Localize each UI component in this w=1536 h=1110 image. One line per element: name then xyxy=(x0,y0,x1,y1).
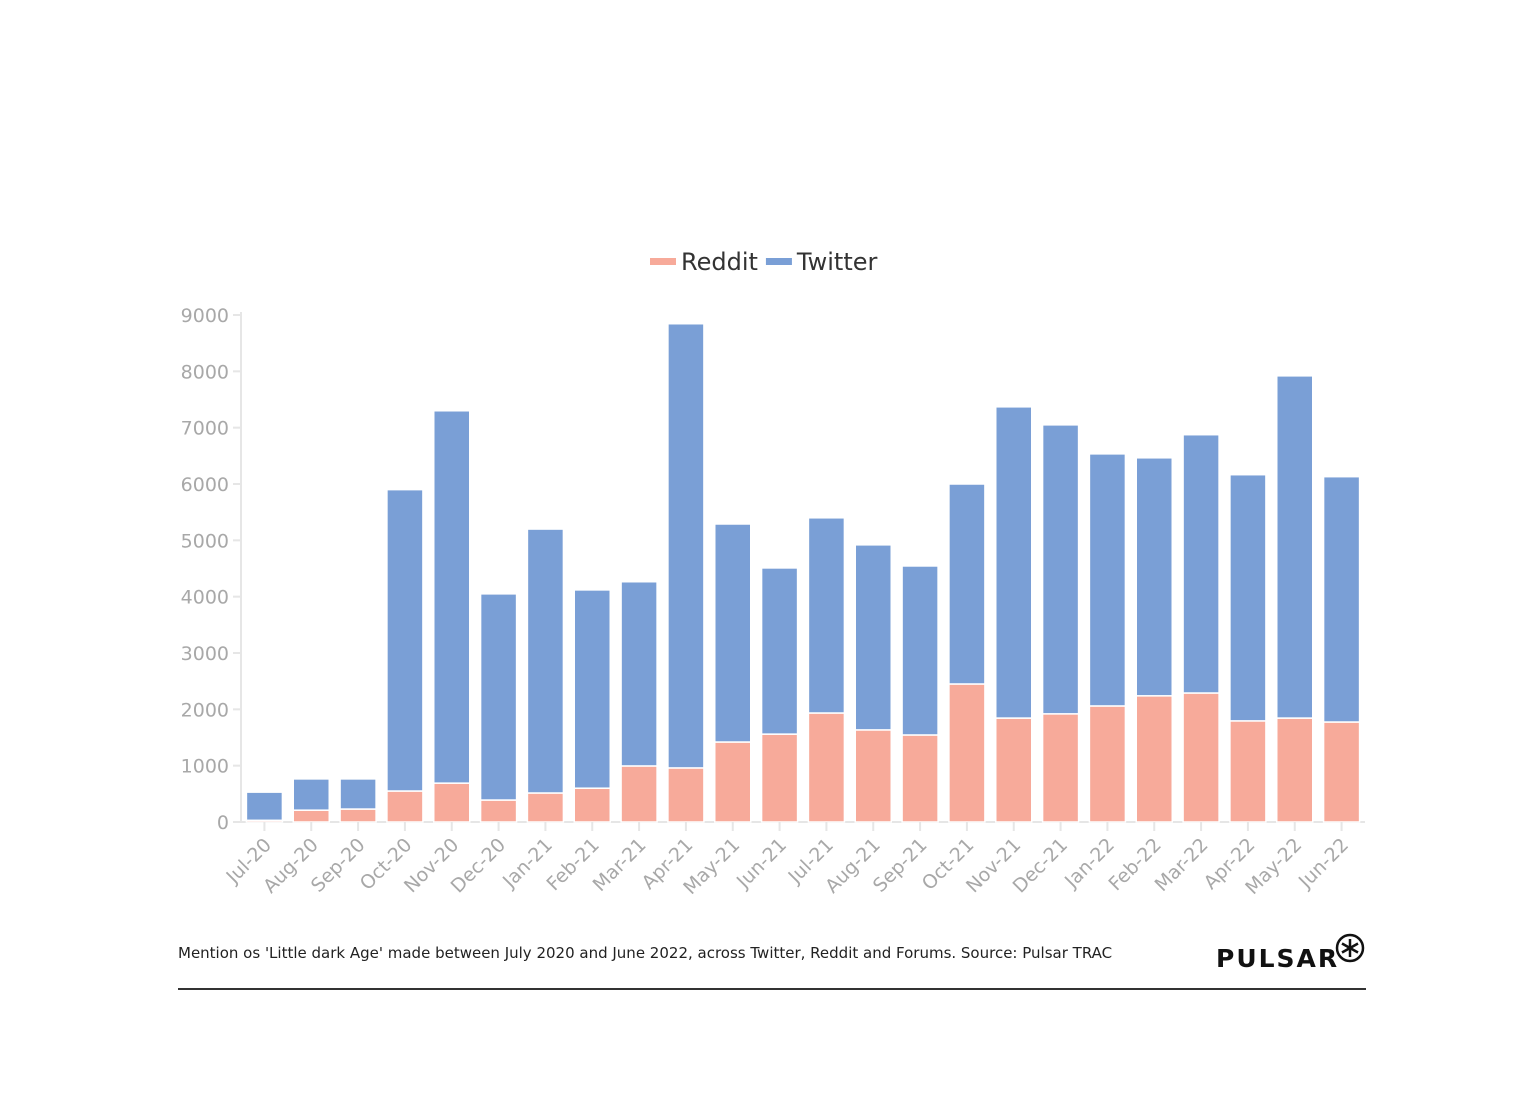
asterisk-logo-icon xyxy=(1335,933,1365,963)
y-tick-label: 7000 xyxy=(181,418,229,440)
bar-reddit xyxy=(433,782,471,823)
bar-reddit xyxy=(1088,705,1127,823)
bar-reddit xyxy=(386,790,424,823)
bar-reddit xyxy=(1135,695,1173,823)
bar-reddit xyxy=(526,792,565,823)
y-tick-label: 0 xyxy=(217,812,229,834)
y-tick-label: 2000 xyxy=(181,699,229,721)
x-tick-label: Jun-22 xyxy=(1294,834,1353,893)
bar-reddit xyxy=(1322,721,1361,823)
legend-label-reddit: Reddit xyxy=(681,248,758,276)
bar-twitter xyxy=(386,488,424,792)
bar-twitter xyxy=(1229,473,1267,722)
bar-twitter xyxy=(573,589,611,789)
bar-reddit xyxy=(948,683,986,823)
bar-twitter xyxy=(1276,375,1314,719)
bar-reddit xyxy=(995,717,1033,823)
bar-twitter xyxy=(807,517,846,714)
y-tick-label: 3000 xyxy=(181,643,229,665)
bar-twitter xyxy=(1088,453,1127,707)
y-tick-label: 8000 xyxy=(181,361,229,383)
bar-twitter xyxy=(714,523,752,743)
bar-twitter xyxy=(292,778,330,811)
bar-twitter xyxy=(1135,457,1173,697)
bar-twitter xyxy=(245,791,284,822)
bar-twitter xyxy=(1322,475,1361,723)
legend-swatch-reddit xyxy=(650,258,676,265)
bar-twitter xyxy=(479,593,518,801)
footer-divider xyxy=(178,988,1366,990)
bar-reddit xyxy=(760,733,799,823)
logo-text: PULSAR xyxy=(1216,944,1340,973)
bar-twitter xyxy=(1041,424,1080,715)
y-tick-label: 6000 xyxy=(181,474,229,496)
bar-reddit xyxy=(667,767,705,823)
bar-twitter xyxy=(854,544,892,731)
x-tick-label: Mar-22 xyxy=(1151,834,1213,896)
bar-reddit xyxy=(854,729,892,823)
x-tick-label: Jun-21 xyxy=(732,834,791,893)
bar-twitter xyxy=(901,565,939,736)
bar-reddit xyxy=(1229,720,1267,823)
bar-reddit xyxy=(1041,713,1080,823)
bar-reddit xyxy=(714,741,752,823)
bar-twitter xyxy=(995,406,1033,719)
bar-reddit xyxy=(292,809,330,823)
bar-twitter xyxy=(620,580,658,767)
bar-twitter xyxy=(1182,433,1220,694)
x-tick-label: Mar-21 xyxy=(589,834,651,896)
bar-reddit xyxy=(1276,717,1314,823)
bar-reddit xyxy=(901,734,939,823)
bar-reddit xyxy=(479,799,518,823)
bar-twitter xyxy=(760,567,799,735)
y-tick-label: 4000 xyxy=(181,587,229,609)
chart-caption: Mention os 'Little dark Age' made betwee… xyxy=(178,944,1113,962)
bar-reddit xyxy=(1182,692,1220,823)
bar-twitter xyxy=(526,528,565,794)
bar-reddit xyxy=(339,808,377,823)
pulsar-logo: PULSAR xyxy=(1216,933,1365,973)
bar-reddit xyxy=(620,765,658,823)
bar-reddit xyxy=(807,712,846,823)
bar-twitter xyxy=(433,410,471,784)
y-tick-label: 1000 xyxy=(181,756,229,778)
y-tick-label: 9000 xyxy=(181,305,229,327)
bar-twitter xyxy=(667,322,705,769)
y-tick-label: 5000 xyxy=(181,530,229,552)
bar-twitter xyxy=(339,778,377,810)
bar-twitter xyxy=(948,483,986,685)
bar-reddit xyxy=(573,787,611,823)
legend-label-twitter: Twitter xyxy=(796,248,878,276)
legend-swatch-twitter xyxy=(765,258,792,265)
